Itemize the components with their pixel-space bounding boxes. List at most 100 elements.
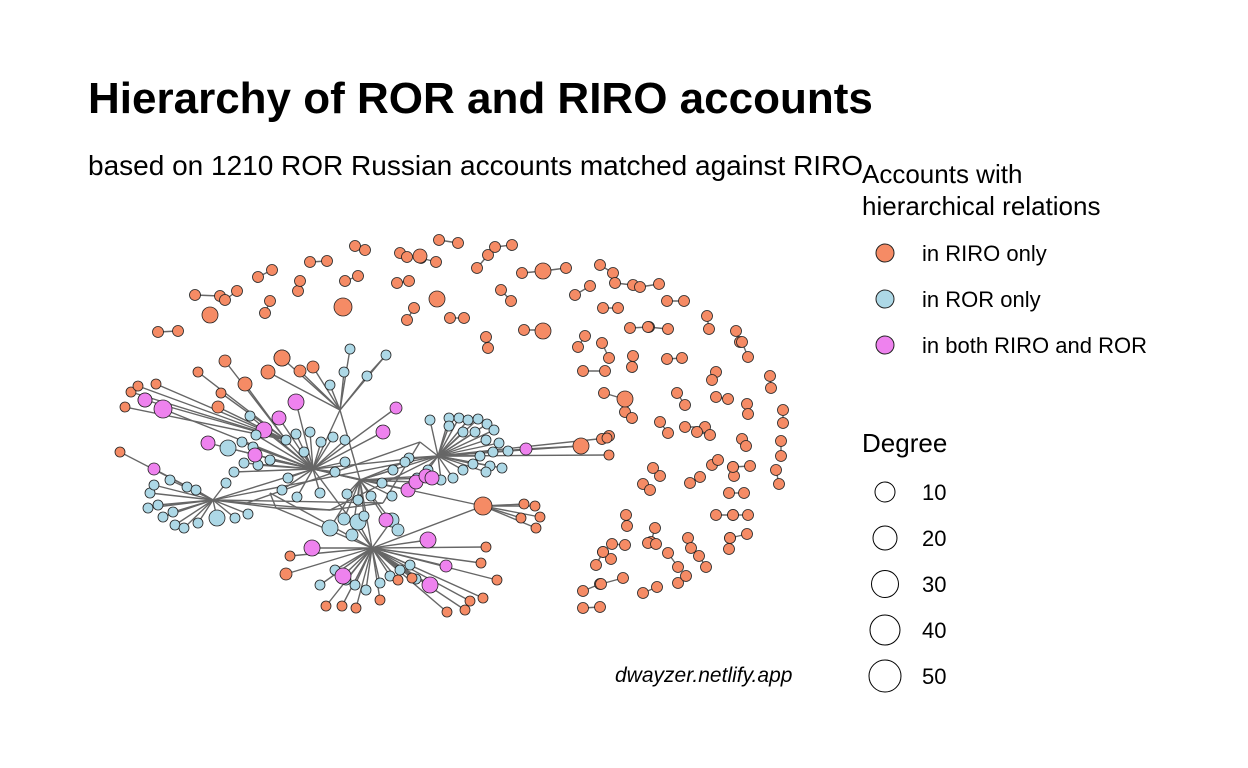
node-riro-only [321,255,333,267]
credit-text: dwayzer.netlify.app [615,664,793,687]
node-riro-only [482,249,494,261]
node-both [334,567,352,585]
node-ror-only [314,487,326,499]
node-ror-only [472,413,484,425]
node-ror-only [157,511,169,523]
node-riro-only [703,323,715,335]
node-ror-only [282,472,294,484]
node-riro-only [603,352,615,364]
node-ror-only [236,436,248,448]
node-both [271,410,287,426]
node-riro-only [491,574,503,586]
node-ror-only [219,439,237,457]
node-ror-only [443,420,455,432]
node-riro-only [616,390,634,408]
node-ror-only [474,450,486,462]
node-both [519,442,533,456]
node-riro-only [516,267,528,279]
network-edge [275,507,331,511]
node-ror-only [374,577,386,589]
node-riro-only [237,376,253,392]
node-riro-only [676,352,688,364]
node-ror-only [327,431,339,443]
node-riro-only [401,314,413,326]
node-riro-only [775,435,787,447]
node-ror-only [329,466,341,478]
node-ror-only [178,522,190,534]
node-both [303,539,321,557]
node-ror-only [481,418,493,430]
node-ror-only [190,484,202,496]
node-riro-only [712,454,724,466]
network-edge [437,439,487,457]
node-ror-only [242,508,254,520]
network-edge [525,445,582,450]
node-riro-only [534,322,552,340]
node-riro-only [480,541,492,553]
node-riro-only [273,349,291,367]
node-riro-only [777,417,789,429]
node-riro-only [627,350,639,362]
degree-label-20: 20 [922,526,947,551]
network-edge [281,357,341,411]
node-riro-only [596,337,608,349]
network-edge [339,409,361,481]
node-ror-only [192,517,204,529]
node-riro-only [590,559,602,571]
node-riro-only [744,460,756,472]
node-riro-only [584,280,596,292]
node-ror-only [304,426,316,438]
node-ror-only [315,436,327,448]
node-riro-only [475,557,487,569]
node-riro-only [706,374,718,386]
node-riro-only [730,325,742,337]
node-ror-only [344,343,356,355]
node-riro-only [710,391,722,403]
node-riro-only [150,378,162,390]
node-both [378,512,394,528]
node-riro-only [671,387,683,399]
node-riro-only [621,520,633,532]
node-riro-only [215,387,227,399]
node-riro-only [662,547,674,559]
node-riro-only [152,326,164,338]
node-ror-only [229,512,241,524]
node-riro-only [624,322,636,334]
node-riro-only [306,360,320,374]
node-ror-only [345,528,359,542]
node-riro-only [685,542,697,554]
node-ror-only [480,466,492,478]
node-riro-only [700,561,712,573]
node-riro-only [505,295,517,307]
network-edge [355,547,373,609]
node-riro-only [569,289,581,301]
network-edge [255,434,314,470]
node-riro-only [653,278,665,290]
network-edge [312,431,384,470]
network-edge [269,492,277,509]
node-riro-only [349,240,361,252]
node-ror-only [339,434,351,446]
network-edge [437,431,464,457]
network-edge [312,436,334,470]
node-riro-only [336,600,348,612]
node-riro-only [529,500,541,512]
node-riro-only [736,336,748,348]
node-riro-only [599,365,611,377]
node-riro-only [650,538,662,550]
node-riro-only [192,366,204,378]
legend-label-ror: in ROR only [922,287,1041,312]
network-edge [437,431,476,457]
node-riro-only [710,509,722,521]
node-riro-only [430,256,442,268]
network-edge [371,547,471,602]
network-edge [212,468,314,501]
node-riro-only [637,587,649,599]
node-ror-only [324,379,336,391]
network-edge [312,407,397,470]
network-edge [365,547,373,591]
node-riro-only [617,572,629,584]
node-both [424,470,440,486]
network-edge [153,484,214,501]
